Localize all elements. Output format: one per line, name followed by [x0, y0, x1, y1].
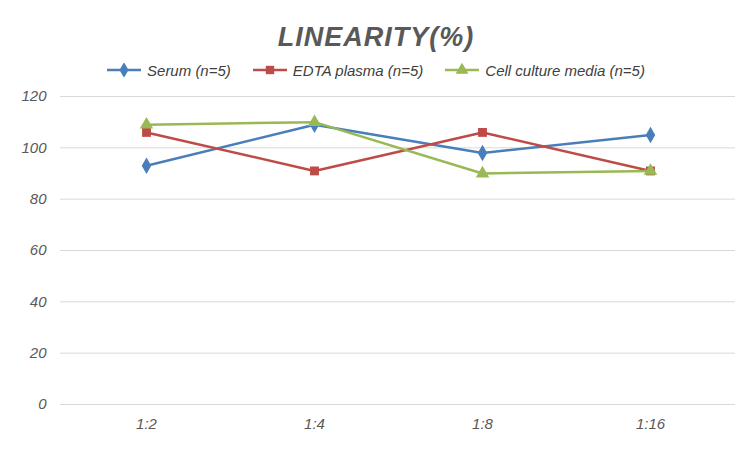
svg-text:1:2: 1:2	[136, 415, 158, 432]
svg-text:20: 20	[29, 344, 47, 361]
svg-text:1:16: 1:16	[636, 415, 666, 432]
svg-text:80: 80	[30, 190, 47, 207]
html-text:Cell culture media (n=5): Cell culture media (n=5)	[485, 61, 645, 79]
html-text:Serum (n=5): Serum (n=5)	[147, 61, 231, 79]
svg-text:1:4: 1:4	[304, 415, 325, 432]
svg-text:1:8: 1:8	[472, 415, 494, 432]
svg-text:0: 0	[38, 395, 47, 412]
svg-text:120: 120	[21, 87, 47, 104]
html-text:EDTA plasma (n=5): EDTA plasma (n=5)	[292, 61, 424, 79]
html-text:LINEARITY(%): LINEARITY(%)	[277, 22, 475, 52]
svg-text:100: 100	[21, 139, 47, 156]
svg-text:40: 40	[30, 293, 47, 310]
svg-text:60: 60	[30, 241, 47, 258]
